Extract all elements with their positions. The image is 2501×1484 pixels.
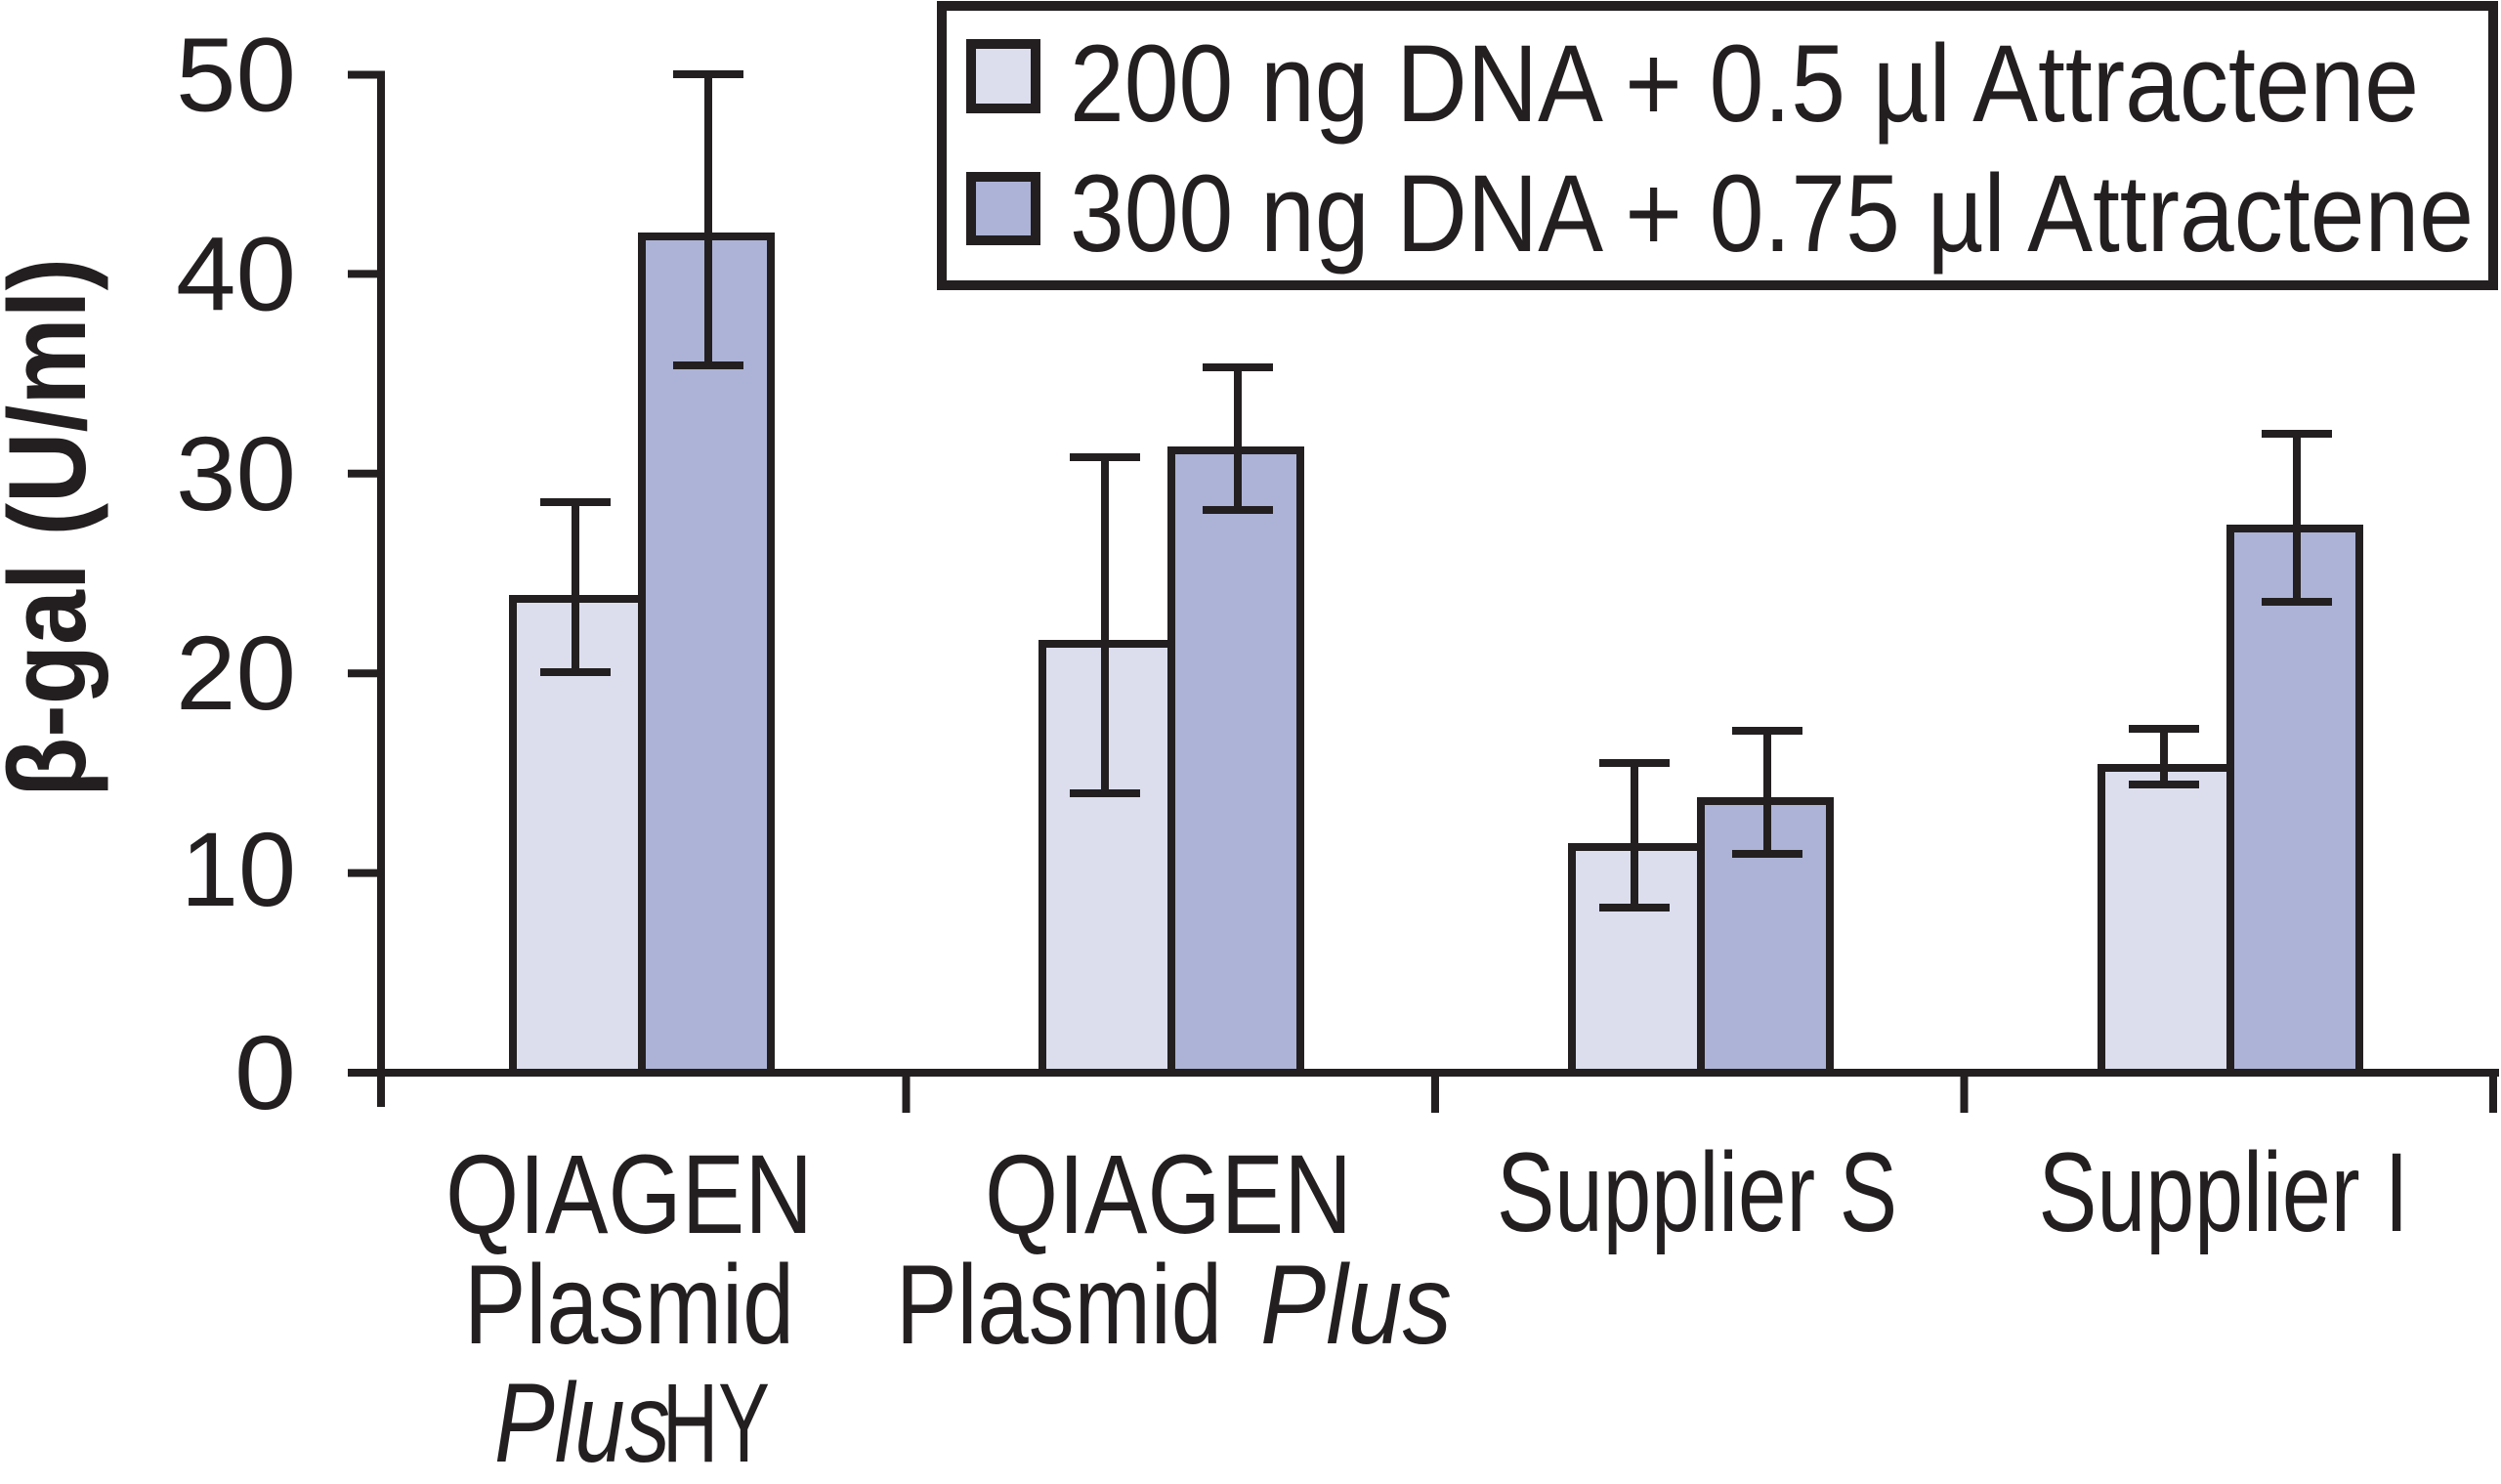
svg-text:β-gal (U/ml): β-gal (U/ml) — [0, 258, 108, 797]
svg-text:10: 10 — [181, 810, 296, 928]
svg-text:40: 40 — [176, 214, 296, 332]
svg-text:Plasmid: Plasmid — [896, 1243, 1222, 1368]
svg-text:HY: HY — [662, 1361, 770, 1484]
svg-text:QIAGEN: QIAGEN — [445, 1132, 813, 1257]
svg-text:Plus: Plus — [1260, 1243, 1452, 1368]
svg-text:200 ng DNA + 0.5 µl Attractene: 200 ng DNA + 0.5 µl Attractene — [1070, 22, 2419, 145]
svg-text:Supplier S: Supplier S — [1497, 1130, 1897, 1255]
svg-text:300 ng DNA + 0.75 µl Attracten: 300 ng DNA + 0.75 µl Attractene — [1070, 152, 2474, 275]
svg-text:QIAGEN: QIAGEN — [985, 1132, 1352, 1257]
svg-text:Plus: Plus — [494, 1361, 670, 1484]
svg-text:20: 20 — [176, 614, 296, 732]
svg-text:50: 50 — [176, 16, 296, 134]
svg-text:30: 30 — [176, 414, 296, 532]
svg-text:Supplier I: Supplier I — [2039, 1130, 2409, 1255]
svg-text:Plasmid: Plasmid — [464, 1243, 794, 1368]
svg-text:0: 0 — [234, 1013, 296, 1131]
